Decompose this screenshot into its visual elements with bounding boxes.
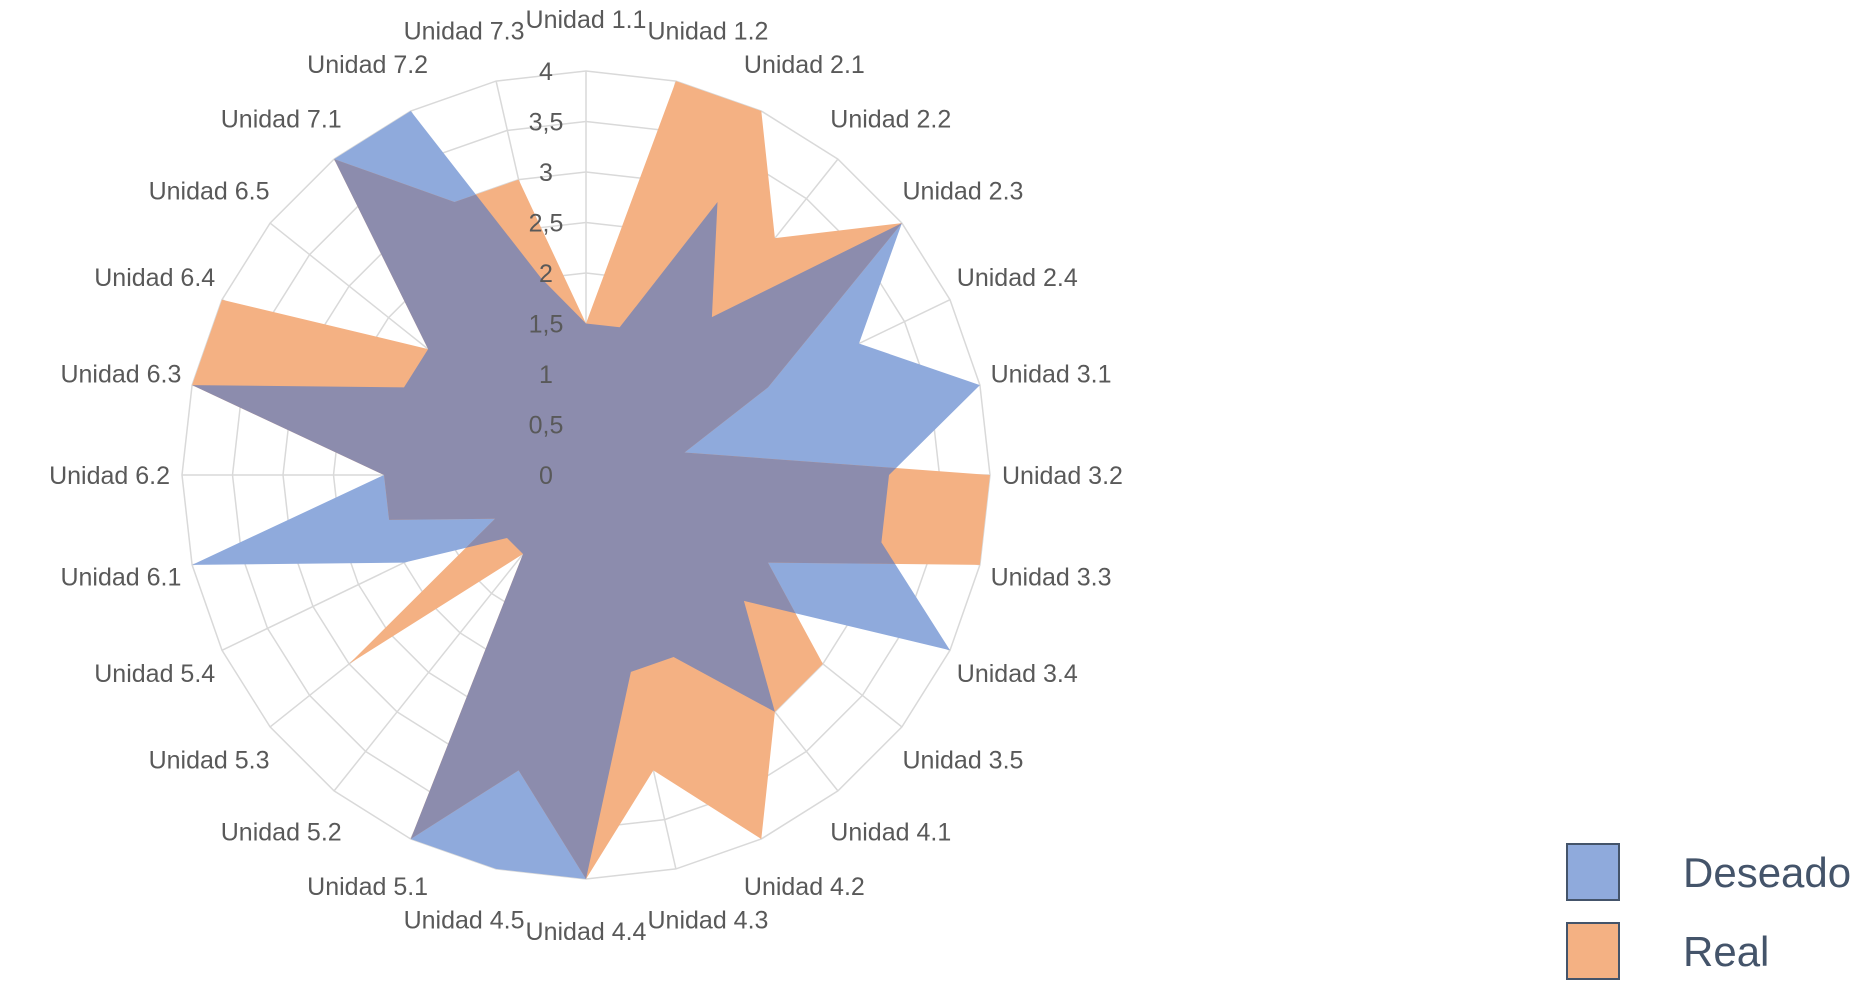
category-label: Unidad 1.1 <box>526 6 647 34</box>
category-label: Unidad 2.3 <box>903 178 1024 206</box>
tick-label: 1,5 <box>529 311 564 339</box>
tick-label: 0,5 <box>529 412 564 440</box>
category-label: Unidad 4.4 <box>526 918 647 946</box>
legend-label-real: Real <box>1683 928 1770 975</box>
legend-swatch-real <box>1566 922 1620 980</box>
legend-item-deseado: Deseado <box>1566 843 1875 903</box>
category-label: Unidad 7.3 <box>404 17 525 45</box>
category-label: Unidad 6.4 <box>94 264 215 292</box>
category-label: Unidad 5.2 <box>221 819 342 847</box>
category-label: Unidad 3.4 <box>957 660 1078 688</box>
category-label: Unidad 7.2 <box>307 51 428 79</box>
category-label: Unidad 4.2 <box>744 873 865 901</box>
tick-label: 3 <box>539 159 553 187</box>
tick-label: 2,5 <box>529 210 564 238</box>
category-labels: Unidad 1.1 Unidad 1.2 Unidad 2.1 Unidad 2.2… <box>49 6 1123 946</box>
tick-labels: 0 0,5 1 1,5 2 2,5 3 3,5 4 <box>529 58 564 490</box>
category-label: Unidad 2.1 <box>744 51 865 79</box>
category-label: Unidad 7.1 <box>221 106 342 134</box>
series-areas <box>192 81 991 880</box>
legend-label-deseado: Deseado <box>1683 849 1852 896</box>
category-label: Unidad 4.5 <box>404 907 525 935</box>
category-label: Unidad 2.2 <box>830 106 951 134</box>
category-label: Unidad 6.1 <box>60 564 181 592</box>
category-label: Unidad 5.4 <box>94 660 215 688</box>
legend-swatch-deseado <box>1566 843 1620 901</box>
legend-item-real: Real <box>1566 922 1875 982</box>
category-label: Unidad 6.2 <box>49 462 170 490</box>
category-label: Unidad 1.2 <box>648 17 769 45</box>
category-label: Unidad 3.5 <box>903 746 1024 774</box>
category-label: Unidad 3.2 <box>1002 462 1123 490</box>
category-label: Unidad 6.5 <box>149 178 270 206</box>
category-label: Unidad 4.3 <box>648 907 769 935</box>
category-label: Unidad 3.1 <box>991 361 1112 389</box>
category-label: Unidad 2.4 <box>957 264 1078 292</box>
category-label: Unidad 6.3 <box>60 361 181 389</box>
category-label: Unidad 4.1 <box>830 819 951 847</box>
tick-label: 2 <box>539 260 553 288</box>
category-label: Unidad 5.3 <box>149 746 270 774</box>
tick-label: 1 <box>539 361 553 389</box>
tick-label: 4 <box>539 58 553 86</box>
tick-label: 0 <box>539 462 553 490</box>
category-label: Unidad 3.3 <box>991 564 1112 592</box>
tick-label: 3,5 <box>529 109 564 137</box>
category-label: Unidad 5.1 <box>307 873 428 901</box>
